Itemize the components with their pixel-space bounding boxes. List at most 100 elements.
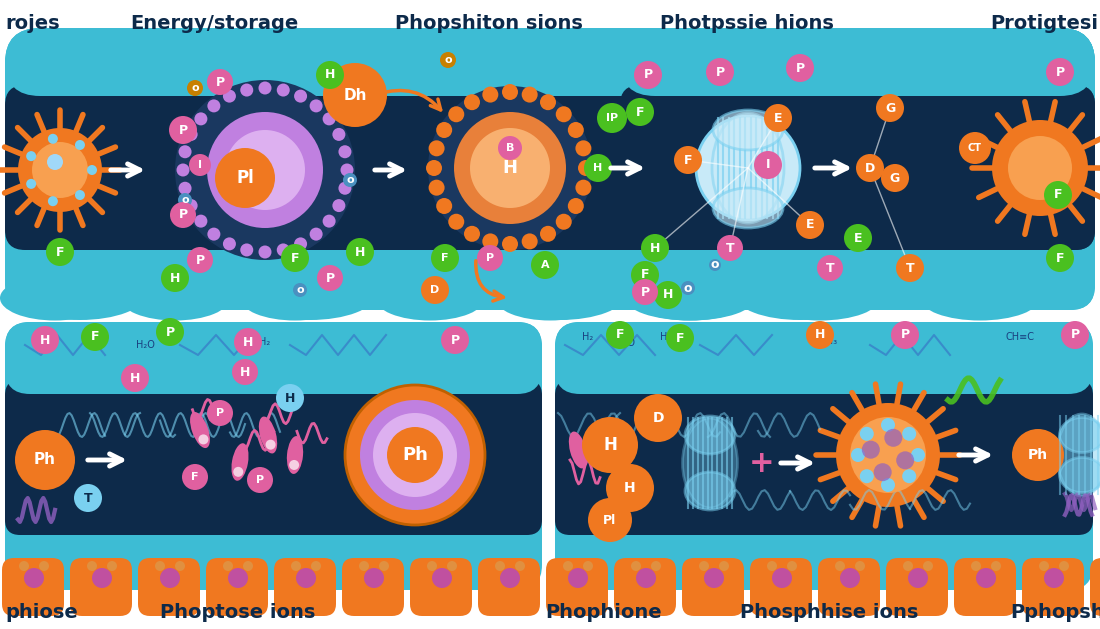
Circle shape [427, 561, 437, 571]
Circle shape [189, 154, 211, 176]
Circle shape [531, 251, 559, 279]
Text: Pl: Pl [604, 513, 617, 526]
Ellipse shape [712, 113, 784, 223]
Circle shape [674, 146, 702, 174]
Circle shape [214, 148, 275, 208]
Text: F: F [640, 269, 649, 282]
Circle shape [896, 254, 924, 282]
Circle shape [710, 259, 720, 271]
Circle shape [719, 561, 729, 571]
Circle shape [223, 561, 233, 571]
Circle shape [276, 384, 304, 412]
Text: Phopshiton sions: Phopshiton sions [395, 14, 583, 33]
Text: H₂: H₂ [260, 337, 271, 347]
Text: Pphopsh: Pphopsh [1010, 603, 1100, 622]
Circle shape [502, 236, 518, 252]
Circle shape [431, 244, 459, 272]
Text: CH≡C: CH≡C [1005, 332, 1034, 342]
Circle shape [332, 128, 345, 141]
Circle shape [277, 84, 289, 97]
Text: P: P [256, 475, 264, 485]
Circle shape [293, 283, 307, 297]
Ellipse shape [1059, 418, 1100, 452]
Text: A: A [541, 260, 549, 270]
FancyBboxPatch shape [614, 558, 676, 616]
Ellipse shape [0, 276, 110, 321]
Text: P: P [165, 325, 175, 338]
Circle shape [294, 89, 307, 103]
Circle shape [178, 145, 191, 159]
Ellipse shape [685, 472, 735, 510]
Text: F: F [1054, 189, 1063, 201]
Circle shape [588, 498, 632, 542]
Circle shape [1046, 244, 1074, 272]
Circle shape [234, 328, 262, 356]
Circle shape [228, 568, 248, 588]
Circle shape [440, 52, 456, 68]
Circle shape [359, 561, 369, 571]
Circle shape [195, 214, 208, 228]
Text: P: P [795, 62, 804, 74]
Circle shape [470, 128, 550, 208]
Circle shape [449, 106, 464, 122]
Text: H: H [603, 436, 617, 454]
Circle shape [178, 182, 191, 195]
Text: o: o [684, 282, 692, 294]
Circle shape [696, 116, 800, 220]
Text: Ph: Ph [403, 446, 428, 464]
Circle shape [568, 198, 584, 214]
Circle shape [786, 54, 814, 82]
FancyBboxPatch shape [1022, 558, 1084, 616]
Circle shape [464, 226, 480, 242]
Circle shape [240, 84, 253, 97]
Circle shape [881, 418, 895, 432]
Circle shape [161, 264, 189, 292]
Circle shape [175, 561, 185, 571]
Circle shape [1044, 181, 1072, 209]
Circle shape [641, 234, 669, 262]
Text: T: T [905, 262, 914, 274]
Text: o: o [346, 175, 354, 185]
Circle shape [631, 261, 659, 289]
Circle shape [855, 561, 865, 571]
Circle shape [18, 128, 102, 212]
Circle shape [896, 452, 914, 469]
Circle shape [47, 154, 63, 170]
Circle shape [881, 164, 909, 192]
Circle shape [482, 87, 498, 103]
Circle shape [233, 467, 243, 477]
Circle shape [584, 154, 612, 182]
Circle shape [296, 568, 316, 588]
Circle shape [902, 469, 916, 483]
Circle shape [583, 561, 593, 571]
Ellipse shape [258, 416, 277, 454]
FancyBboxPatch shape [620, 250, 1094, 310]
Text: H: H [624, 481, 636, 495]
Circle shape [908, 568, 928, 588]
Text: H: H [285, 391, 295, 404]
Circle shape [364, 568, 384, 588]
Text: P: P [450, 333, 460, 347]
Ellipse shape [245, 270, 375, 320]
Circle shape [654, 281, 682, 309]
Text: F: F [290, 252, 299, 265]
Circle shape [540, 226, 556, 242]
FancyBboxPatch shape [954, 558, 1016, 616]
Text: o: o [444, 55, 452, 65]
Circle shape [568, 568, 588, 588]
FancyBboxPatch shape [6, 28, 1094, 96]
Circle shape [107, 561, 117, 571]
Text: H: H [593, 163, 603, 173]
Circle shape [309, 99, 322, 113]
FancyBboxPatch shape [342, 558, 404, 616]
Circle shape [317, 265, 343, 291]
Text: B: B [506, 143, 514, 153]
Circle shape [454, 112, 566, 224]
Circle shape [502, 84, 518, 100]
Text: CT: CT [968, 143, 982, 153]
Circle shape [248, 467, 273, 493]
FancyBboxPatch shape [620, 28, 1094, 96]
Text: o: o [711, 259, 719, 272]
Circle shape [515, 561, 525, 571]
Circle shape [26, 179, 36, 189]
